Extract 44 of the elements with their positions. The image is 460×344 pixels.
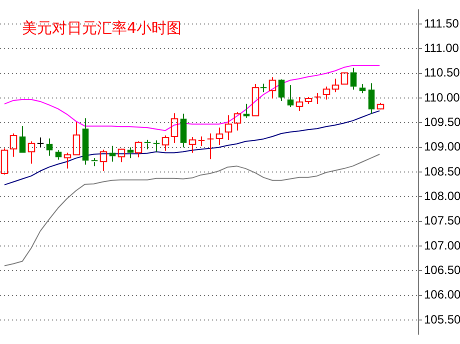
y-tick-label: 111.50 [424,16,460,30]
candlestick [287,84,294,108]
y-tick-label: 109.00 [424,140,460,154]
candlestick [216,127,224,146]
candlestick [314,92,322,104]
candlestick [260,83,268,93]
candlestick [19,126,26,153]
candlestick [144,139,152,150]
candlestick [180,113,187,148]
candlestick [64,152,72,170]
candlestick [10,133,18,158]
y-tick-label: 107.00 [424,238,460,252]
candlestick [36,136,44,148]
y-tick-label: 109.50 [424,114,460,129]
y-tick-label: 111.00 [424,40,460,55]
candlestick [332,78,340,93]
candlestick [243,103,250,118]
candlestick [127,146,134,159]
candlestick [224,114,232,140]
y-tick-label: 105.50 [424,312,460,326]
y-tick-label: 107.50 [424,214,460,228]
candlestick [72,122,80,156]
text: 美元对日元汇率4小时图 [22,19,182,38]
candlestick [350,67,357,90]
y-tick-label: 110.00 [424,90,460,104]
candlestick [82,118,89,166]
y-tick-label: 108.50 [424,164,460,178]
candlestick [28,140,36,164]
candlestick [359,84,366,94]
candlestick [206,133,214,160]
candlestick [170,112,178,144]
candlestick [296,96,304,112]
candlestick [268,76,276,99]
candlestick [46,138,53,156]
candlestick [152,140,160,152]
candlestick [90,158,98,167]
y-tick-label: 110.50 [424,66,460,80]
candlestick [100,149,108,172]
y-tick-label: 106.00 [424,288,460,302]
candlestick [198,136,206,146]
candlestick [188,136,196,154]
y-tick-label: 106.50 [424,262,460,277]
candlestick [368,82,375,114]
y-tick-label: 108.00 [424,188,460,203]
